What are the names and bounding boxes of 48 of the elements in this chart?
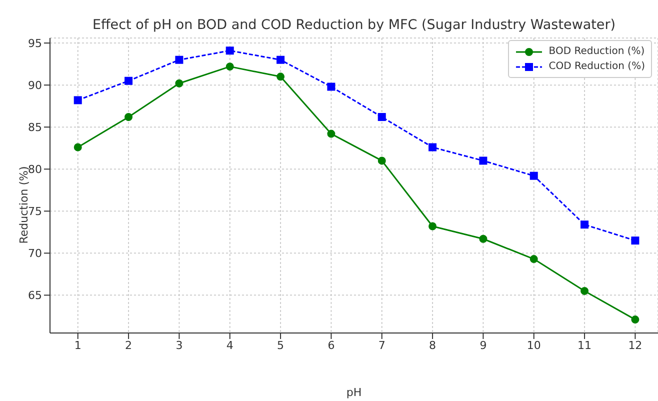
legend-label: COD Reduction (%) (548, 60, 645, 74)
point (479, 234, 488, 243)
x-tick-label: 7 (378, 338, 386, 352)
point (276, 72, 285, 81)
point (74, 96, 82, 104)
point (175, 56, 184, 64)
y-tick-label: 70 (28, 247, 42, 260)
y-tick-label: 85 (28, 120, 42, 134)
point (428, 222, 437, 230)
point (530, 255, 538, 264)
y-tick-label: 90 (28, 78, 42, 92)
chart-title: Effect of pH on BOD and COD Reduction by MFC (Sugar Industry Wastewater) (91, 17, 617, 33)
point (378, 156, 386, 165)
x-tick-label: 11 (578, 338, 592, 352)
point (124, 113, 133, 122)
y-tick-label: 80 (28, 163, 42, 176)
x-tick-label: 2 (125, 338, 132, 352)
point (580, 286, 589, 295)
x-tick-label: 8 (429, 338, 436, 352)
point (124, 76, 133, 85)
point (226, 46, 234, 55)
point (428, 143, 437, 152)
point (226, 62, 234, 71)
x-tick-label: 9 (480, 338, 487, 352)
point (631, 236, 640, 245)
legend-label: BOD Reduction (%) (548, 45, 645, 59)
point (327, 82, 336, 91)
point (74, 143, 82, 152)
x-axis-title: pH (345, 386, 363, 399)
x-tick-label: 5 (277, 338, 284, 352)
point (327, 130, 336, 138)
y-axis-title: Reduction (%) (18, 166, 30, 244)
x-tick-label: 4 (226, 338, 234, 352)
point (276, 56, 285, 64)
point (580, 220, 589, 229)
point (530, 172, 538, 180)
point (378, 113, 386, 122)
x-tick-label: 10 (526, 338, 541, 352)
point (631, 316, 640, 324)
x-tick-label: 6 (328, 338, 335, 352)
point (175, 79, 184, 88)
y-tick-label: 95 (28, 36, 42, 50)
x-tick-label: 1 (74, 338, 82, 352)
y-tick-label: 65 (28, 289, 42, 302)
point (479, 156, 488, 165)
y-tick-label: 75 (28, 205, 42, 218)
x-tick-label: 12 (628, 338, 642, 352)
x-tick-label: 3 (176, 338, 183, 352)
